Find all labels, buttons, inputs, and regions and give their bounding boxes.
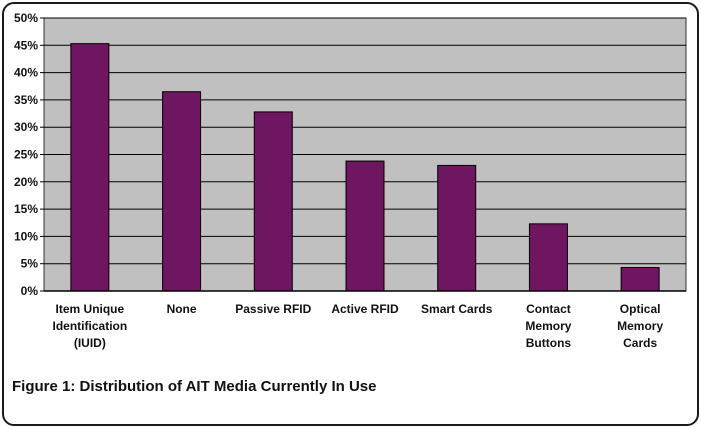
y-tick-label: 40%	[14, 66, 38, 80]
x-category-label: Cards	[623, 336, 657, 350]
x-category-label: Identification	[53, 319, 128, 333]
y-tick-label: 0%	[21, 284, 39, 298]
bar	[162, 91, 202, 292]
x-category-label: Memory	[617, 319, 663, 333]
y-tick-label: 45%	[14, 38, 38, 52]
y-tick-label: 30%	[14, 120, 38, 134]
bar	[528, 223, 568, 292]
bar	[437, 164, 477, 292]
x-category-label: Smart Cards	[421, 302, 493, 316]
y-tick-label: 10%	[14, 229, 38, 243]
figure-caption: Figure 1: Distribution of AIT Media Curr…	[12, 378, 377, 395]
y-tick-label: 50%	[14, 11, 38, 25]
x-category-label: Memory	[525, 319, 571, 333]
y-tick-label: 35%	[14, 93, 38, 107]
x-category-label: Contact	[526, 302, 571, 316]
x-category-label: None	[167, 302, 197, 316]
bar	[620, 267, 660, 292]
y-tick-label: 20%	[14, 175, 38, 189]
y-tick-label: 5%	[21, 257, 39, 271]
x-category-label: Passive RFID	[235, 302, 311, 316]
x-category-label: Item Unique	[56, 302, 125, 316]
x-category-label: Buttons	[526, 336, 572, 350]
bar	[345, 160, 385, 292]
y-tick-label: 15%	[14, 202, 38, 216]
bar	[253, 111, 293, 292]
x-category-label: (IUID)	[74, 336, 106, 350]
x-category-label: Optical	[620, 302, 661, 316]
y-tick-label: 25%	[14, 148, 38, 162]
bar	[70, 43, 110, 292]
x-category-label: Active RFID	[331, 302, 399, 316]
